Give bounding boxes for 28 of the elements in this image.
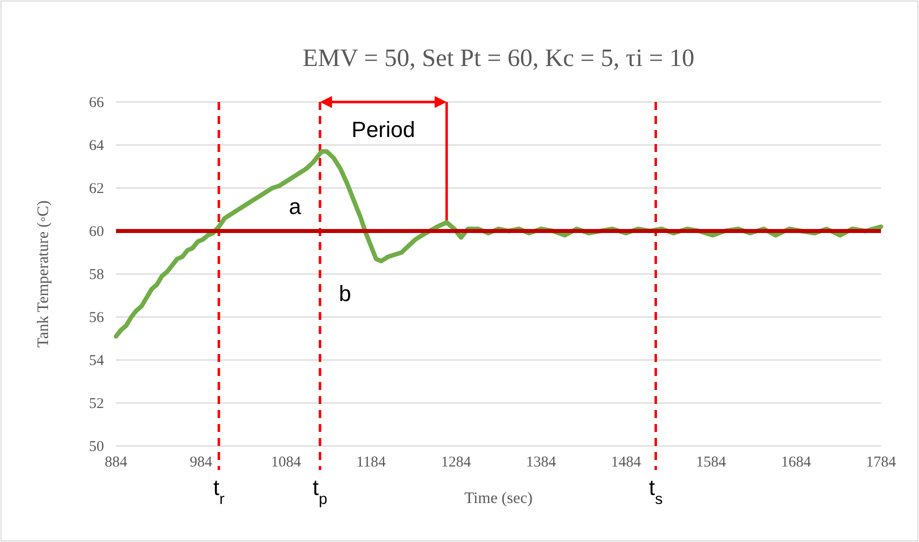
chart-title: EMV = 50, Set Pt = 60, Kc = 5, τi = 10	[302, 45, 694, 72]
x-tick-label: 1084	[271, 454, 302, 471]
y-tick-label: 52	[89, 396, 104, 412]
annotation: Period	[352, 117, 416, 142]
x-axis-title: Time (sec)	[464, 490, 533, 507]
ref-line-label: t$_{p}$	[312, 475, 328, 508]
y-tick-label: 64	[89, 138, 104, 154]
y-tick-label: 62	[89, 180, 104, 197]
x-tick-label: 1284	[441, 454, 472, 471]
annotation: a	[288, 194, 302, 219]
x-tick-label: 1684	[781, 454, 812, 471]
x-tick-label: 1384	[526, 454, 556, 471]
ref-line-label: t$_{r}$	[213, 475, 224, 508]
x-tick-label: 1784	[866, 454, 896, 471]
x-tick-label: 1484	[611, 454, 642, 471]
y-tick-label: 54	[89, 352, 104, 369]
x-tick-label: 1184	[356, 454, 386, 471]
x-tick-label: 884	[104, 454, 128, 471]
y-tick-label: 50	[89, 438, 104, 455]
x-tick-label: 984	[190, 454, 213, 471]
ref-line-label: t$_{s}$	[648, 475, 663, 508]
y-tick-label: 58	[89, 266, 104, 283]
y-axis-title: Tank Temperature (◦C)	[35, 200, 52, 348]
annotation: b	[338, 280, 352, 306]
x-tick-label: 1584	[696, 454, 726, 471]
y-tick-label: 60	[89, 224, 104, 240]
y-tick-label: 56	[89, 310, 104, 326]
y-tick-label: 66	[89, 94, 104, 111]
